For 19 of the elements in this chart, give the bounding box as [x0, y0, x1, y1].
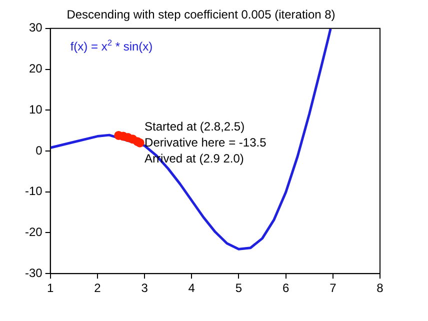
- y-tick-label: -10: [25, 184, 43, 198]
- chart-title: Descending with step coefficient 0.005 (iteration 8): [66, 8, 336, 22]
- x-tick-label: 1: [47, 281, 54, 296]
- y-tick-label: 0: [36, 143, 43, 158]
- y-tick-label: 30: [28, 20, 43, 35]
- y-tick-label: 20: [28, 62, 43, 76]
- x-tick-label: 7: [330, 281, 337, 296]
- x-tick-label: 2: [94, 281, 102, 296]
- point: [135, 138, 144, 148]
- x-tick-label: 6: [282, 281, 290, 296]
- x-tick-label: 8: [376, 281, 384, 296]
- x-tick-label: 3: [141, 281, 148, 296]
- y-tick-label: -30: [25, 266, 43, 280]
- annotation: Started at (2.8,2.5): [144, 120, 245, 134]
- y-tick-label: -20: [25, 225, 43, 240]
- y-tick-label: 10: [28, 102, 43, 116]
- annotation: Derivative here = -13.5: [144, 136, 267, 150]
- x-tick-label: 4: [188, 281, 196, 296]
- x-tick-label: 5: [235, 281, 242, 296]
